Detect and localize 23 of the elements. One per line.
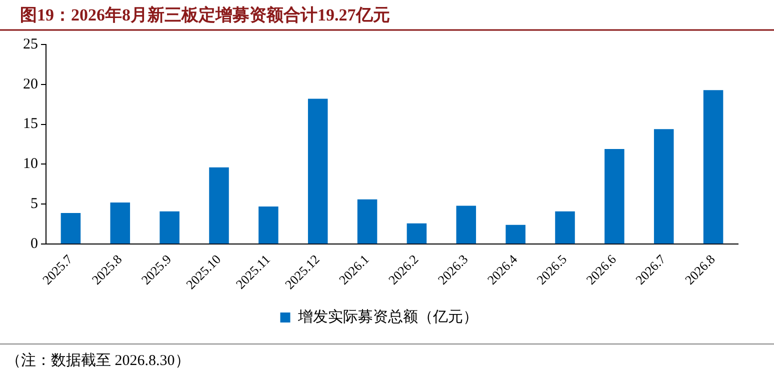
bar bbox=[258, 206, 278, 244]
y-tick-label: 25 bbox=[23, 36, 38, 52]
bar bbox=[110, 202, 130, 244]
bar bbox=[60, 212, 81, 244]
bar bbox=[160, 211, 180, 244]
y-tick-label: 15 bbox=[23, 116, 38, 132]
bar bbox=[703, 90, 724, 244]
y-tick-label: 20 bbox=[23, 76, 38, 92]
text: （注：数据截至 2026.8.30） bbox=[6, 352, 190, 369]
bar bbox=[357, 199, 378, 244]
bar bbox=[308, 98, 328, 244]
y-tick-label: 0 bbox=[30, 236, 38, 252]
chart-title: 图19：2026年8月新三板定增募资额合计19.27亿元 bbox=[20, 6, 390, 25]
y-tick-label: 10 bbox=[23, 156, 38, 172]
bar bbox=[555, 211, 575, 244]
bar bbox=[456, 206, 476, 244]
bar bbox=[654, 129, 674, 244]
legend-label: 增发实际募资总额（亿元） bbox=[296, 308, 478, 326]
bar bbox=[604, 149, 624, 244]
bar bbox=[209, 167, 229, 244]
y-tick-label: 5 bbox=[30, 196, 38, 212]
bar bbox=[506, 224, 526, 244]
bar bbox=[406, 223, 427, 244]
